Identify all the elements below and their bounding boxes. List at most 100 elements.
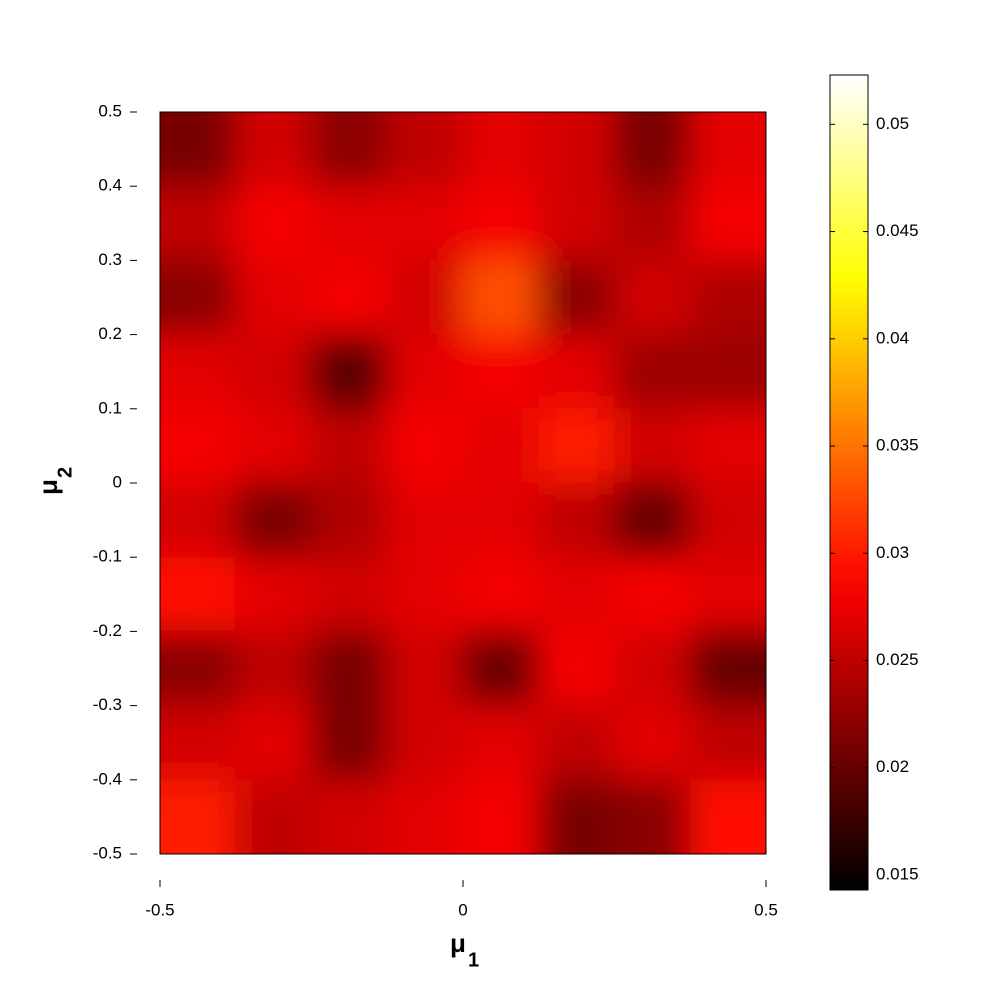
x-tick-label: 0 — [458, 900, 467, 919]
heat-cell — [311, 408, 388, 484]
heat-cell — [386, 334, 464, 410]
heat-cell — [614, 482, 691, 558]
heat-cell — [538, 408, 615, 484]
heat-cell — [235, 185, 312, 261]
heat-cell — [614, 112, 691, 188]
heat-cell — [160, 112, 237, 188]
heat-cell — [386, 779, 464, 854]
heat-cell — [386, 112, 464, 188]
y-tick-label: 0.3 — [98, 250, 122, 269]
heat-cell — [311, 556, 388, 632]
heatmap — [160, 112, 766, 854]
heat-cell — [538, 112, 615, 188]
heat-cell — [538, 334, 615, 410]
heat-cell — [538, 259, 615, 336]
heat-cell — [386, 482, 464, 558]
heat-cell — [462, 112, 540, 188]
heat-cell — [614, 556, 691, 632]
heat-cell — [462, 556, 540, 632]
y-tick-label: 0.5 — [98, 101, 122, 120]
heat-cell — [160, 779, 237, 854]
heat-cell — [462, 334, 540, 410]
heat-cell — [311, 705, 388, 781]
heat-cell — [235, 630, 312, 707]
colorbar-tick-label: 0.015 — [876, 864, 919, 883]
heat-cell — [311, 630, 388, 707]
heat-cell — [160, 705, 237, 781]
heat-cell — [614, 408, 691, 484]
x-axis-label: μ — [450, 928, 466, 958]
colorbar-tick-label: 0.035 — [876, 436, 919, 455]
heat-cell — [235, 779, 312, 854]
heat-cell — [614, 185, 691, 261]
heat-cell — [689, 259, 766, 336]
heat-cell — [462, 259, 540, 336]
heat-cell — [614, 779, 691, 854]
colorbar-tick-label: 0.045 — [876, 221, 919, 240]
x-tick-label: -0.5 — [145, 900, 174, 919]
heat-cell — [614, 334, 691, 410]
heat-cell — [462, 705, 540, 781]
heat-cell — [160, 556, 237, 632]
heat-cell — [689, 630, 766, 707]
heat-cell — [160, 408, 237, 484]
heat-cell — [160, 482, 237, 558]
x-tick-label: 0.5 — [754, 900, 778, 919]
heat-cell — [462, 408, 540, 484]
heat-cell — [614, 630, 691, 707]
y-tick-label: 0.1 — [98, 398, 122, 417]
y-tick-label: 0.2 — [98, 324, 122, 343]
colorbar-tick-label: 0.03 — [876, 543, 909, 562]
heat-cell — [689, 185, 766, 261]
heat-cell — [311, 482, 388, 558]
heat-cell — [689, 482, 766, 558]
heat-cell — [386, 259, 464, 336]
heat-cell — [538, 482, 615, 558]
heat-cell — [462, 482, 540, 558]
heat-cell — [689, 705, 766, 781]
heat-cell — [160, 259, 237, 336]
heat-cell — [386, 408, 464, 484]
heat-cell — [311, 779, 388, 854]
heat-cell — [538, 556, 615, 632]
heat-cell — [160, 630, 237, 707]
y-tick-label: -0.2 — [93, 621, 122, 640]
colorbar-tick-label: 0.05 — [876, 114, 909, 133]
colorbar-tick-label: 0.025 — [876, 650, 919, 669]
heat-cell — [462, 630, 540, 707]
heat-cell — [462, 779, 540, 854]
heat-cell — [614, 259, 691, 336]
heat-cell — [235, 334, 312, 410]
colorbar-tick-label: 0.02 — [876, 757, 909, 776]
heat-cell — [538, 185, 615, 261]
y-tick-label: -0.3 — [93, 695, 122, 714]
heat-cell — [386, 705, 464, 781]
heat-cell — [311, 185, 388, 261]
heat-cell — [235, 112, 312, 188]
heat-cell — [538, 630, 615, 707]
heat-cell — [538, 705, 615, 781]
colorbar-tick-label: 0.04 — [876, 328, 909, 347]
y-tick-label: -0.5 — [93, 843, 122, 862]
heat-cell — [311, 112, 388, 188]
heat-cell — [160, 334, 237, 410]
heat-cell — [689, 779, 766, 854]
y-tick-label: -0.4 — [93, 769, 122, 788]
heat-cell — [689, 112, 766, 188]
x-axis-label-sub: 1 — [468, 949, 479, 971]
y-axis-label: μ — [33, 479, 63, 495]
heat-cell — [235, 482, 312, 558]
y-tick-label: 0.4 — [98, 176, 122, 195]
y-tick-label: 0 — [113, 472, 122, 491]
y-tick-label: -0.1 — [93, 547, 122, 566]
heat-cell — [235, 556, 312, 632]
heat-cell — [462, 185, 540, 261]
heat-cell — [235, 705, 312, 781]
heat-cell — [689, 334, 766, 410]
heat-cell — [311, 259, 388, 336]
heat-cell — [538, 779, 615, 854]
plot-frame — [159, 111, 767, 855]
heat-cell — [386, 556, 464, 632]
heat-cell — [160, 185, 237, 261]
